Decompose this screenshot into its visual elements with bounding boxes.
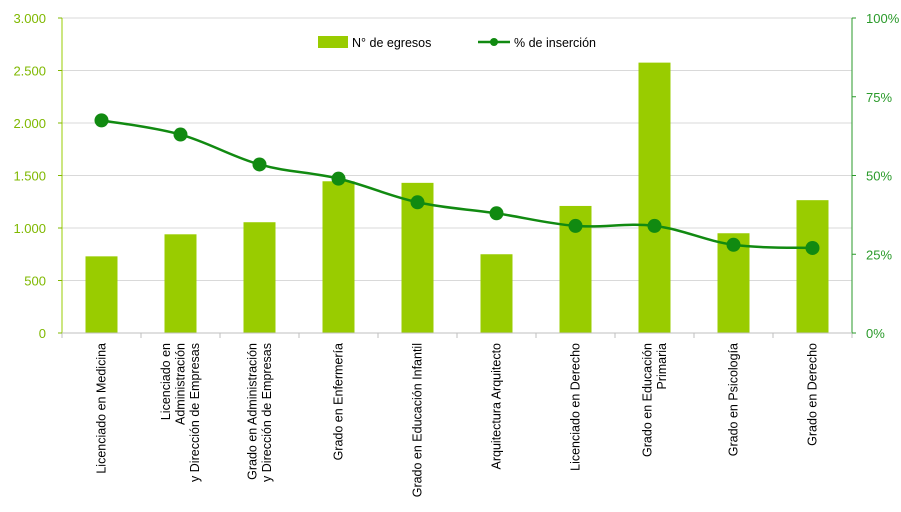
- category-label: Grado en Derecho: [806, 343, 820, 446]
- bar: [164, 234, 197, 333]
- category-label-line: y Dirección de Empresas: [260, 343, 274, 482]
- legend-bar-label: N° de egresos: [352, 36, 431, 50]
- left-tick-label: 500: [24, 274, 46, 289]
- line-path: [101, 119, 813, 250]
- left-tick-label: 2.500: [13, 64, 46, 79]
- category-label-line: Administración: [174, 343, 188, 425]
- legend-line-label: % de inserción: [514, 36, 596, 50]
- category-label-line: Grado en Psicología: [727, 343, 741, 456]
- category-label-line: Arquitectura Arquitecto: [490, 343, 504, 470]
- line-point: [805, 240, 820, 255]
- left-tick-label: 1.000: [13, 221, 46, 236]
- bar: [638, 62, 671, 333]
- line-point: [173, 127, 188, 142]
- category-label-line: Grado en Derecho: [806, 343, 820, 446]
- line-point: [726, 237, 741, 252]
- category-label: Licenciado en Medicina: [95, 343, 109, 474]
- legend-line-marker: [490, 38, 498, 46]
- legend: N° de egresos % de inserción: [318, 36, 596, 50]
- line-point: [331, 171, 346, 186]
- category-label-line: Licenciado en Medicina: [95, 343, 109, 474]
- bar: [480, 254, 513, 333]
- category-label-line: Primaria: [655, 343, 669, 390]
- category-label: Grado en Psicología: [727, 343, 741, 456]
- line-series: [94, 113, 820, 255]
- category-label-line: Grado en Educación Infantil: [411, 343, 425, 497]
- category-label: Grado en Educación Infantil: [411, 343, 425, 497]
- line-point: [489, 206, 504, 221]
- left-tick-label: 0: [39, 326, 46, 341]
- line-point: [252, 157, 267, 172]
- category-labels: Licenciado en Medicina Licenciado en Admin…: [95, 343, 820, 497]
- category-label-line: Grado en Enfermería: [332, 343, 346, 460]
- category-label-line: Grado en Educación: [640, 343, 654, 457]
- category-label: Grado en Enfermería: [332, 343, 346, 460]
- right-tick-label: 0%: [866, 326, 885, 341]
- category-label-line: Licenciado en Derecho: [569, 343, 583, 471]
- bar: [796, 200, 829, 333]
- line-point: [94, 113, 109, 128]
- line-point: [647, 218, 662, 233]
- right-tick-label: 100%: [866, 11, 900, 26]
- right-tick-label: 50%: [866, 169, 892, 184]
- category-label: Licenciado en Administración y Dirección d…: [159, 343, 202, 482]
- left-tick-label: 3.000: [13, 11, 46, 26]
- left-tick-label: 1.500: [13, 169, 46, 184]
- bar-series: [85, 62, 829, 333]
- category-label: Grado en Administración y Dirección de Em…: [245, 343, 274, 482]
- category-label-line: Licenciado en: [159, 343, 173, 420]
- bar: [243, 222, 276, 333]
- category-label: Grado en Educación Primaria: [640, 343, 669, 457]
- left-axis-ticks: 0 500 1.000 1.500 2.000 2.500 3.000: [13, 11, 62, 341]
- left-tick-label: 2.000: [13, 116, 46, 131]
- category-label-line: y Dirección de Empresas: [188, 343, 202, 482]
- category-label: Licenciado en Derecho: [569, 343, 583, 471]
- legend-bar-swatch: [318, 36, 348, 48]
- category-label-line: Grado en Administración: [245, 343, 259, 480]
- right-tick-label: 25%: [866, 247, 892, 262]
- bar: [322, 181, 355, 333]
- right-tick-label: 75%: [866, 90, 892, 105]
- right-axis-ticks: 0% 25% 50% 75% 100%: [852, 11, 900, 341]
- line-point: [410, 195, 425, 210]
- bar: [85, 256, 118, 333]
- line-point: [568, 218, 583, 233]
- category-label: Arquitectura Arquitecto: [490, 343, 504, 470]
